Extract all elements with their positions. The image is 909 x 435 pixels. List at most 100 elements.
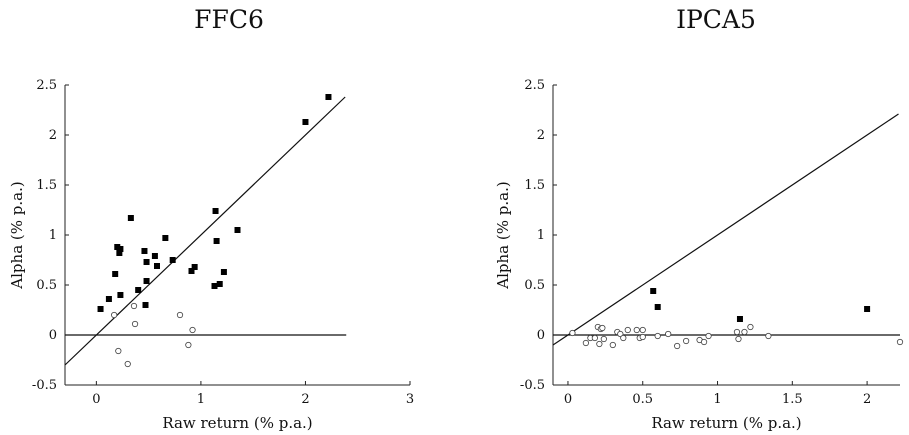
data-point-circle (176, 311, 184, 319)
data-point-circle (620, 334, 627, 342)
data-point-square (117, 292, 124, 298)
forty-five-degree-line (64, 96, 346, 366)
data-point-square (234, 227, 241, 233)
chart-0: FFC6 2.5 2 1.5 1 0.5 0 -0.5 0 1 2 3 Raw return (% p.… (8, 5, 414, 432)
data-point-circle (765, 332, 772, 340)
y-tick-label: -0.5 (32, 378, 57, 393)
data-point-square (154, 263, 160, 269)
data-point-square (325, 94, 332, 100)
data-point-circle (654, 332, 661, 340)
data-point-circle (639, 326, 646, 334)
y-tick-label: 0.5 (36, 278, 57, 293)
data-point-circle (705, 332, 712, 340)
data-point-square (169, 257, 176, 263)
y-tick-label: 0 (49, 328, 57, 343)
y-tick-label: 2.5 (36, 78, 57, 93)
data-point-square (112, 271, 119, 277)
chart-title: FFC6 (194, 5, 264, 34)
data-point-circle (591, 334, 598, 342)
data-point-circle (665, 330, 672, 338)
series-0 (97, 94, 332, 312)
data-point-square (127, 215, 134, 221)
y-tick-label: -0.5 (520, 378, 545, 393)
data-point-square (302, 119, 309, 125)
data-point-square (736, 316, 743, 322)
data-point-square (213, 238, 220, 244)
data-point-circle (130, 302, 138, 310)
data-point-circle (896, 338, 904, 346)
data-point-circle (185, 341, 192, 349)
x-tick-label: 0.5 (632, 392, 653, 407)
x-tick-label: 1 (713, 392, 721, 407)
data-point-square (864, 306, 871, 312)
x-axis-label: Raw return (% p.a.) (162, 414, 312, 432)
x-tick-label: 1.5 (782, 392, 803, 407)
chart-1: IPCA5 2.5 2 1.5 1 0.5 0 -0.5 0 0.5 1 1.5 2 Raw return… (494, 5, 904, 432)
data-point-square (654, 304, 661, 310)
data-point-square (116, 250, 123, 256)
data-point-square (191, 264, 198, 270)
data-point-square (211, 283, 218, 289)
data-point-square (188, 268, 195, 274)
data-point-square (151, 253, 158, 259)
data-point-square (105, 296, 112, 302)
x-tick-label: 3 (406, 392, 414, 407)
data-point-circle (111, 311, 118, 319)
data-point-circle (741, 328, 748, 336)
x-tick-label: 0 (564, 392, 572, 407)
data-point-circle (569, 329, 576, 337)
y-axis-label: Alpha (% p.a.) (8, 181, 26, 289)
data-point-circle (639, 333, 646, 341)
data-point-circle (600, 335, 607, 343)
data-point-circle (596, 340, 603, 348)
data-point-circle (599, 324, 606, 332)
data-point-circle (189, 326, 196, 334)
y-tick-label: 1 (49, 228, 57, 243)
data-point-square (143, 278, 150, 284)
data-point-square (117, 246, 124, 252)
data-point-square (143, 259, 150, 265)
chart-title: IPCA5 (676, 5, 756, 34)
data-point-circle (115, 347, 122, 355)
x-tick-label: 0 (92, 392, 100, 407)
data-point-circle (735, 335, 742, 343)
data-point-square (212, 208, 219, 214)
data-point-circle (674, 342, 681, 350)
data-point-square (142, 302, 149, 308)
y-tick-label: 2.5 (524, 78, 545, 93)
data-point-square (216, 281, 223, 287)
series-0 (650, 288, 871, 322)
data-point-square (650, 288, 657, 294)
data-point-circle (733, 328, 741, 336)
data-point-circle (683, 337, 690, 345)
data-point-square (162, 235, 169, 241)
y-tick-label: 1 (537, 228, 545, 243)
data-point-square (220, 269, 227, 275)
y-tick-label: 1.5 (36, 178, 57, 193)
data-point-circle (624, 326, 631, 334)
series-1 (569, 323, 904, 350)
data-point-square (97, 306, 104, 312)
data-point-circle (582, 339, 590, 347)
data-point-circle (609, 341, 616, 349)
x-tick-label: 1 (197, 392, 205, 407)
data-point-circle (617, 330, 624, 338)
y-tick-label: 0 (537, 328, 545, 343)
x-tick-label: 2 (301, 392, 309, 407)
data-point-circle (131, 320, 139, 328)
data-point-circle (747, 323, 754, 331)
y-tick-label: 2 (49, 128, 57, 143)
y-tick-label: 2 (537, 128, 545, 143)
data-point-circle (124, 360, 131, 368)
y-tick-label: 0.5 (524, 278, 545, 293)
x-axis-label: Raw return (% p.a.) (651, 414, 801, 432)
forty-five-degree-line (552, 113, 899, 346)
y-tick-label: 1.5 (524, 178, 545, 193)
data-point-circle (633, 326, 640, 334)
data-point-square (114, 244, 121, 250)
x-tick-label: 2 (863, 392, 871, 407)
data-point-circle (700, 338, 708, 346)
data-point-square (135, 287, 142, 293)
data-point-square (141, 248, 148, 254)
